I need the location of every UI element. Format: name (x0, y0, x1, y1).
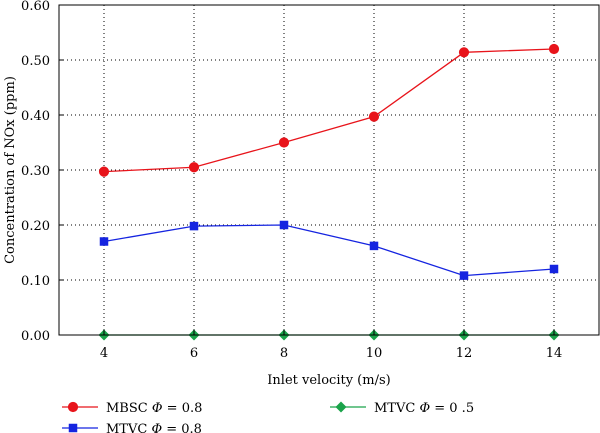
data-point (189, 221, 199, 231)
x-tick-label: 14 (546, 346, 563, 361)
data-point (188, 162, 200, 173)
series-line (103, 224, 555, 277)
series-1 (99, 220, 559, 280)
legend-item-1: MTVC Φ = 0.8 (62, 422, 202, 433)
legend-marker (68, 423, 78, 433)
y-tick-label: 0.00 (21, 329, 50, 344)
x-tick-label: 10 (366, 346, 383, 361)
y-tick-label: 0.30 (21, 164, 50, 179)
y-tick-label: 0.10 (21, 274, 50, 289)
data-point (458, 47, 470, 58)
y-tick-label: 0.50 (21, 54, 50, 69)
legend-item-2: MTVC Φ = 0 .5 (330, 401, 474, 416)
series-0 (98, 43, 560, 177)
x-tick-label: 8 (280, 346, 288, 361)
legend-marker (67, 401, 79, 413)
data-point (99, 237, 109, 246)
legend: MBSC Φ = 0.8 MTVC Φ = 0.8 MTVC Φ = 0 .5 (62, 401, 474, 433)
legend-label: MTVC Φ = 0 .5 (374, 401, 474, 416)
x-tick-label: 12 (456, 346, 473, 361)
data-point (548, 43, 560, 55)
data-point (98, 166, 110, 177)
data-point (279, 220, 289, 230)
legend-marker (335, 401, 347, 413)
axis-ticks: 4 6 8 10 12 14 0.00 0.10 0.20 0.30 0.40 0.50 0.60 (21, 0, 562, 361)
data-point (368, 111, 380, 122)
series-line (103, 48, 555, 173)
y-tick-label: 0.20 (21, 219, 50, 234)
x-axis-label: Inlet velocity (m/s) (267, 373, 390, 388)
data-point (369, 241, 379, 251)
legend-item-0: MBSC Φ = 0.8 (62, 401, 202, 416)
x-tick-label: 4 (100, 346, 108, 361)
x-tick-label: 6 (190, 346, 198, 361)
data-point (459, 271, 469, 280)
series-group (98, 43, 560, 341)
data-point (549, 264, 559, 274)
legend-label: MTVC Φ = 0.8 (106, 422, 202, 433)
data-point (278, 137, 290, 148)
legend-label: MBSC Φ = 0.8 (106, 401, 202, 416)
y-tick-label: 0.60 (21, 0, 50, 14)
y-tick-label: 0.40 (21, 109, 50, 124)
y-axis-label: Concentration of NOx (ppm) (3, 76, 18, 264)
